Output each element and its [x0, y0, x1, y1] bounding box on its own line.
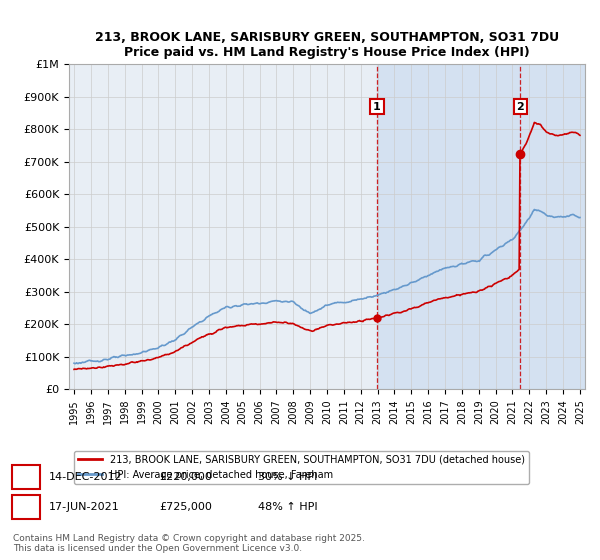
Text: 2: 2 — [517, 101, 524, 111]
Text: 14-DEC-2012: 14-DEC-2012 — [49, 472, 123, 482]
Text: Contains HM Land Registry data © Crown copyright and database right 2025.
This d: Contains HM Land Registry data © Crown c… — [13, 534, 365, 553]
Text: £725,000: £725,000 — [159, 502, 212, 512]
Text: £220,000: £220,000 — [159, 472, 212, 482]
Bar — [520, 64, 585, 389]
Text: 48% ↑ HPI: 48% ↑ HPI — [258, 502, 317, 512]
Bar — [377, 64, 520, 389]
Text: 1: 1 — [22, 472, 29, 482]
Legend: 213, BROOK LANE, SARISBURY GREEN, SOUTHAMPTON, SO31 7DU (detached house), HPI: A: 213, BROOK LANE, SARISBURY GREEN, SOUTHA… — [74, 451, 529, 483]
Text: 1: 1 — [373, 101, 381, 111]
Text: 30% ↓ HPI: 30% ↓ HPI — [258, 472, 317, 482]
Text: 2: 2 — [22, 502, 29, 512]
Text: 17-JUN-2021: 17-JUN-2021 — [49, 502, 120, 512]
Title: 213, BROOK LANE, SARISBURY GREEN, SOUTHAMPTON, SO31 7DU
Price paid vs. HM Land R: 213, BROOK LANE, SARISBURY GREEN, SOUTHA… — [95, 31, 559, 59]
